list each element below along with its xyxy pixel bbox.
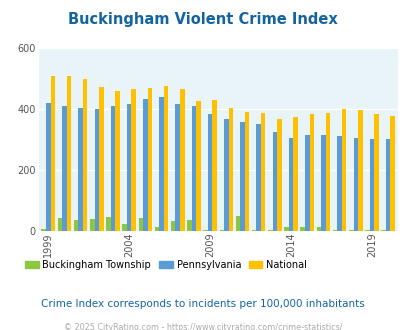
Bar [46,103,50,231]
Bar [316,227,320,231]
Bar [341,109,345,231]
Bar [380,230,385,231]
Bar [348,230,353,231]
Bar [143,99,147,231]
Bar [122,224,127,231]
Bar [390,115,394,231]
Bar [207,114,212,231]
Bar [219,230,224,231]
Bar [228,108,232,231]
Bar [300,227,304,231]
Bar [357,110,362,231]
Bar [99,86,103,231]
Bar [267,230,272,231]
Bar [94,109,99,231]
Bar [106,217,111,231]
Bar [304,135,309,231]
Bar [272,132,277,231]
Bar [74,220,78,231]
Bar [66,76,71,231]
Bar [115,91,119,231]
Bar [309,114,313,231]
Bar [50,76,55,231]
Bar [179,89,184,231]
Bar [175,104,179,231]
Bar [364,230,369,231]
Bar [284,227,288,231]
Bar [212,100,216,231]
Bar [138,218,143,231]
Bar [369,139,373,231]
Bar [292,117,297,231]
Text: Buckingham Violent Crime Index: Buckingham Violent Crime Index [68,12,337,26]
Bar [325,113,329,231]
Bar [288,138,292,231]
Bar [251,230,256,231]
Bar [62,107,66,231]
Bar [244,112,249,231]
Bar [337,136,341,231]
Bar [385,139,390,231]
Bar [353,138,357,231]
Bar [320,135,325,231]
Bar [154,227,159,231]
Bar [58,218,62,231]
Bar [90,219,94,231]
Bar [203,230,207,231]
Bar [196,101,200,231]
Bar [332,230,337,231]
Bar [191,106,196,231]
Text: © 2025 CityRating.com - https://www.cityrating.com/crime-statistics/: © 2025 CityRating.com - https://www.city… [64,323,341,330]
Bar [111,106,115,231]
Bar [159,97,164,231]
Bar [83,79,87,231]
Bar [78,108,83,231]
Bar [187,220,191,231]
Bar [131,89,136,231]
Bar [256,124,260,231]
Bar [277,119,281,231]
Bar [147,87,152,231]
Bar [127,104,131,231]
Bar [41,229,46,231]
Bar [373,114,378,231]
Text: Crime Index corresponds to incidents per 100,000 inhabitants: Crime Index corresponds to incidents per… [41,299,364,309]
Bar [240,122,244,231]
Bar [260,113,265,231]
Bar [235,216,240,231]
Legend: Buckingham Township, Pennsylvania, National: Buckingham Township, Pennsylvania, Natio… [21,256,310,274]
Bar [164,86,168,231]
Bar [224,119,228,231]
Bar [171,221,175,231]
